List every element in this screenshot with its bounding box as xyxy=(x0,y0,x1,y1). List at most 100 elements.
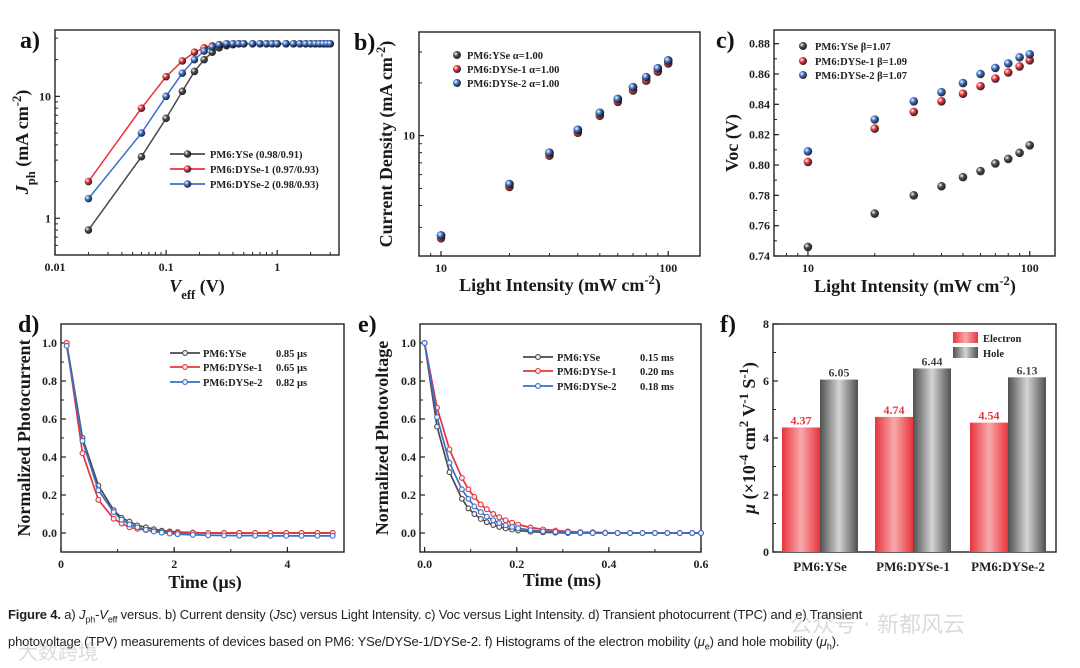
panel-label: f) xyxy=(720,312,736,338)
data-point xyxy=(162,72,170,81)
y-axis-label: Jph (mA cm-2) xyxy=(10,90,38,196)
caption-text: a) xyxy=(60,607,80,622)
bar-value-label: 4.37 xyxy=(791,413,812,427)
bar-electron xyxy=(782,427,820,552)
x-tick-label: 0.01 xyxy=(45,260,66,274)
label-part: ) xyxy=(655,275,661,296)
y-tick-label: 0.84 xyxy=(749,97,770,111)
data-point xyxy=(215,40,223,49)
y-tick-label: 10 xyxy=(403,129,415,143)
legend-marker xyxy=(183,150,192,158)
data-point xyxy=(289,39,298,48)
bar-value-label: 6.05 xyxy=(829,366,850,380)
data-point xyxy=(166,530,173,537)
caption-text: μ xyxy=(697,633,705,649)
data-point xyxy=(976,166,985,176)
series-pm6-dyse-2 xyxy=(803,49,1035,156)
legend-lifetime: 0.85 µs xyxy=(276,349,307,360)
bar-electron xyxy=(875,416,913,552)
y-tick-label: 6 xyxy=(763,374,769,388)
data-point xyxy=(641,72,651,82)
category-label: PM6:YSe xyxy=(793,559,847,574)
data-point xyxy=(256,39,264,48)
legend-label: PM6:YSe α=1.00 xyxy=(467,51,543,62)
data-point xyxy=(515,525,522,532)
figure-caption: Figure 4. a) Jph-Veff versus. b) Current… xyxy=(8,604,1076,657)
y-tick-label: 0.8 xyxy=(401,374,416,388)
label-part: (×10 xyxy=(739,465,760,504)
data-point xyxy=(174,531,181,538)
data-point xyxy=(458,474,465,481)
data-point xyxy=(870,124,880,133)
data-point xyxy=(477,501,484,508)
data-point xyxy=(483,513,490,520)
y-tick-label: 0.0 xyxy=(42,526,57,540)
y-tick-label: 0.8 xyxy=(42,374,57,388)
y-tick-label: 0.88 xyxy=(749,37,770,51)
data-point xyxy=(471,511,478,517)
caption-text: e xyxy=(704,641,710,652)
data-point xyxy=(976,81,985,91)
data-point xyxy=(991,63,1000,73)
legend-marker xyxy=(535,368,541,374)
x-axis-label: Time (µs) xyxy=(168,572,242,593)
y-axis-label: Normalized Photocurrent xyxy=(14,339,34,536)
data-point xyxy=(421,340,428,346)
data-point xyxy=(689,530,696,536)
data-point xyxy=(446,459,453,466)
y-tick-label: 0.4 xyxy=(401,450,416,464)
y-tick-label: 2 xyxy=(763,488,769,502)
y-tick-label: 0.82 xyxy=(749,128,770,142)
data-point xyxy=(502,522,509,529)
data-point xyxy=(110,509,117,516)
data-point xyxy=(471,503,478,510)
data-point xyxy=(653,64,663,73)
data-point xyxy=(698,530,704,536)
label-part: S xyxy=(739,379,759,394)
data-point xyxy=(502,517,509,524)
y-tick-label: 0.78 xyxy=(749,188,770,202)
data-point xyxy=(1025,49,1035,59)
data-point xyxy=(283,532,290,539)
data-point xyxy=(803,147,813,156)
bar-electron xyxy=(970,422,1008,552)
x-tick-label: 0.0 xyxy=(417,557,432,571)
caption-text: μ xyxy=(819,633,827,649)
y-axis-label: Voc (V) xyxy=(722,114,743,172)
data-point xyxy=(282,39,290,48)
y-axis-label: μ (×10-4 cm2 V-1 S-1) xyxy=(737,362,760,515)
y-tick-label: 0.80 xyxy=(749,158,770,172)
legend-label: PM6:DYSe-2 α=1.00 xyxy=(467,79,559,90)
data-point xyxy=(477,509,484,516)
data-point xyxy=(298,532,305,539)
label-part: -2 xyxy=(644,273,655,287)
data-point xyxy=(465,495,472,502)
label-part: Current Density (mA cm xyxy=(376,57,397,247)
x-axis-label: Veff (V) xyxy=(169,276,225,302)
data-point xyxy=(991,74,1000,83)
legend-marker xyxy=(453,79,461,87)
legend-lifetime: 0.18 ms xyxy=(640,382,674,393)
data-point xyxy=(239,39,248,48)
data-point xyxy=(142,526,149,533)
legend-label: PM6:DYSe-1 α=1.00 xyxy=(467,65,559,76)
label-part: Light Intensity (mW cm xyxy=(814,276,999,297)
caption-text: J xyxy=(79,607,86,622)
x-axis-label: Light Intensity (mW cm-2) xyxy=(814,274,1016,297)
bar-hole xyxy=(913,368,951,552)
y-tick-label: 1 xyxy=(45,211,51,225)
data-point xyxy=(627,530,634,536)
data-point xyxy=(496,514,503,521)
legend-label: PM6:YSe xyxy=(203,349,246,360)
label-part: ) xyxy=(12,90,33,96)
label-part: ) xyxy=(1010,276,1016,297)
data-point xyxy=(178,57,187,65)
data-point xyxy=(589,530,596,536)
data-point xyxy=(150,528,157,535)
y-tick-label: 0 xyxy=(763,545,769,559)
legend-swatch xyxy=(953,347,978,358)
series-line xyxy=(423,342,701,534)
data-point xyxy=(937,87,946,97)
caption-text: - xyxy=(95,607,100,622)
